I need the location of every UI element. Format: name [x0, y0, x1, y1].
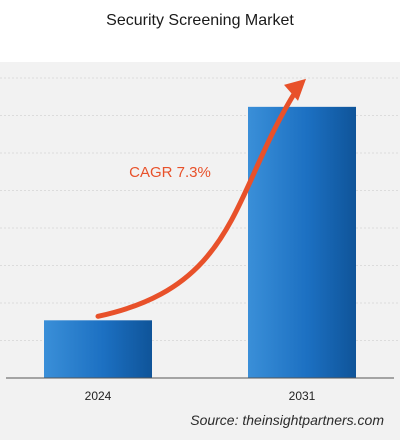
bar-2024 — [44, 320, 152, 378]
x-tick-label: 2024 — [85, 389, 112, 403]
source-credit: Source: theinsightpartners.com — [190, 412, 384, 428]
cagr-arrow-line — [95, 88, 299, 319]
chart-title: Security Screening Market — [106, 12, 294, 29]
cagr-arrow-head — [284, 78, 306, 101]
x-tick-label: 2031 — [289, 389, 316, 403]
cagr-annotation: CAGR 7.3% — [129, 164, 211, 181]
